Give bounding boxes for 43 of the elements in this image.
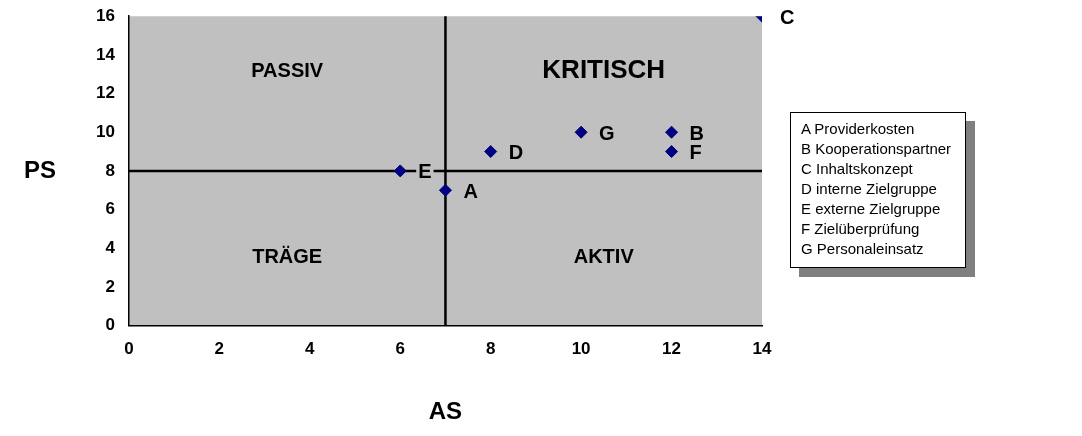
x-tick-label: 0 xyxy=(124,339,134,359)
y-tick-label: 16 xyxy=(95,5,115,25)
point xyxy=(574,125,588,139)
annotation: TRÄGE xyxy=(252,245,323,268)
data-label: B xyxy=(689,121,705,144)
y-tick-label: 0 xyxy=(105,315,115,335)
text: E externe Zielgruppe xyxy=(801,199,942,219)
annotation: KRITISCH xyxy=(542,54,666,85)
data-label: D xyxy=(508,141,524,164)
point xyxy=(665,125,679,139)
data-label: E xyxy=(418,160,432,183)
y-axis-title: PS xyxy=(23,155,57,183)
text: B Kooperationspartner xyxy=(801,139,952,159)
x-tick-label: 14 xyxy=(752,339,772,359)
text: D interne Zielgruppe xyxy=(801,179,938,199)
y-tick-label: 4 xyxy=(105,237,116,257)
x-tick-label: 6 xyxy=(395,339,405,359)
text: F Zielüberprüfung xyxy=(801,219,921,239)
data-label: G xyxy=(599,121,615,144)
text: C Inhaltskonzept xyxy=(801,159,914,179)
point xyxy=(665,145,679,159)
x-tick-label: 4 xyxy=(305,339,316,359)
x-tick-label: 2 xyxy=(214,339,225,359)
y-tick-label: 8 xyxy=(105,160,115,180)
x-tick-label: 12 xyxy=(662,339,682,359)
y-tick-label: 12 xyxy=(95,83,115,103)
y-tick-label: 6 xyxy=(105,199,115,219)
data-label: F xyxy=(689,141,702,164)
x-tick-label: 8 xyxy=(485,339,496,359)
x-tick-label: 10 xyxy=(571,339,591,359)
y-tick-label: 10 xyxy=(95,121,115,141)
y-tick-label: 2 xyxy=(105,276,115,296)
text: A Providerkosten xyxy=(801,119,916,139)
y-tick-label: 14 xyxy=(95,44,116,64)
x-axis-title: AS xyxy=(428,396,463,424)
text: G Personaleinsatz xyxy=(801,239,925,259)
data-label: C xyxy=(780,5,795,28)
data-label: A xyxy=(463,179,478,202)
point xyxy=(484,145,498,159)
annotation: AKTIV xyxy=(573,245,635,268)
point xyxy=(438,183,452,197)
annotation: PASSIV xyxy=(251,58,324,81)
point xyxy=(393,164,407,178)
